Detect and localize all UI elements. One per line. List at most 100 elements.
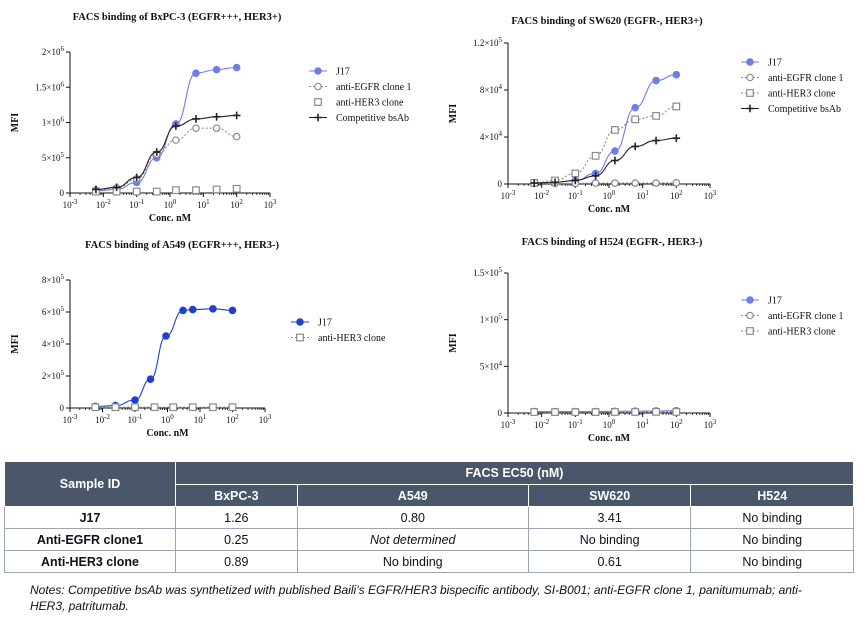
x-axis-label: Conc. nM <box>588 433 631 444</box>
data-point <box>571 176 580 185</box>
data-point <box>591 151 600 160</box>
x-tick-label: 10-2 <box>95 413 110 425</box>
y-tick-label: 6×105 <box>42 305 65 317</box>
legend-marker <box>314 113 322 122</box>
col-header-h524: H524 <box>690 484 854 507</box>
col-header-a549: A549 <box>296 484 529 507</box>
y-tick-label: 5×105 <box>42 151 65 163</box>
legend-label: anti-EGFR clone 1 <box>768 311 844 322</box>
x-tick-label: 10-3 <box>63 198 78 210</box>
legend-label: J17 <box>768 296 782 307</box>
data-point <box>672 102 681 111</box>
x-tick-label: 10-3 <box>501 418 516 430</box>
x-tick-label: 102 <box>230 198 243 210</box>
data-point <box>631 142 639 151</box>
data-point <box>172 136 180 144</box>
data-point <box>591 171 600 180</box>
series-4 <box>92 111 241 194</box>
legend-marker <box>314 67 322 75</box>
legend-label: J17 <box>768 58 782 69</box>
data-point <box>652 179 660 187</box>
data-point <box>92 185 100 194</box>
data-point <box>652 407 660 416</box>
x-tick-label: 101 <box>194 413 207 425</box>
x-tick-label: 101 <box>197 198 210 210</box>
data-point <box>232 132 241 141</box>
y-tick-label: 4×105 <box>42 337 65 349</box>
data-point <box>192 69 200 77</box>
legend: J17 anti-EGFR clone 1 anti-HER3 clone Compe… <box>309 67 412 124</box>
data-point <box>551 408 559 416</box>
series-line <box>534 105 677 184</box>
x-tick-label: 100 <box>603 189 616 201</box>
data-point <box>209 305 217 313</box>
chart-2: FACS binding of SW620 (EGFR-, HER3+) 10-3… <box>448 16 844 215</box>
y-tick-label: 1.5×106 <box>35 80 64 92</box>
data-point <box>152 187 161 196</box>
legend-label: anti-HER3 clone <box>768 89 836 100</box>
data-point <box>171 186 180 195</box>
table-cell: 0.61 <box>527 550 692 573</box>
data-point <box>631 103 639 112</box>
data-point <box>631 115 640 124</box>
table-cell: No binding <box>690 528 854 551</box>
legend-marker <box>314 98 322 106</box>
data-point <box>611 156 619 165</box>
x-tick-label: 102 <box>670 418 683 430</box>
x-tick-label: 10-2 <box>534 189 549 201</box>
data-point <box>212 124 221 132</box>
y-tick-label: 0 <box>60 188 65 198</box>
y-tick-label: 1×106 <box>42 116 65 128</box>
data-point <box>631 179 639 187</box>
x-tick-label: 10-3 <box>63 413 78 425</box>
data-point <box>212 65 221 74</box>
table-row: Anti-HER3 clone 0.89 No binding 0.61 No … <box>4 550 854 573</box>
data-point <box>530 179 538 187</box>
x-tick-label: 102 <box>670 189 683 201</box>
x-tick-label: 10-1 <box>129 198 144 210</box>
x-tick-label: 10-1 <box>568 189 583 201</box>
y-tick-label: 0 <box>498 179 503 189</box>
data-point <box>611 147 619 155</box>
chart-1: FACS binding of BxPC-3 (EGFR+++, HER3+) 1… <box>10 12 412 224</box>
data-point <box>150 403 159 412</box>
table-cell: No binding <box>296 550 529 573</box>
data-point <box>232 63 241 72</box>
table-cell: 0.89 <box>175 550 298 573</box>
legend-marker <box>746 311 754 320</box>
table-row: J17 1.26 0.80 3.41 No binding <box>4 506 854 529</box>
y-tick-label: 1.2×105 <box>473 36 502 48</box>
table-cell: No binding <box>527 528 692 551</box>
data-point <box>530 408 539 416</box>
legend-label: anti-HER3 clone <box>336 98 404 109</box>
data-point <box>652 111 660 120</box>
legend: J17 anti-HER3 clone <box>291 318 386 344</box>
chart-title: FACS binding of H524 (EGFR-, HER3-) <box>522 237 703 248</box>
legend-marker <box>746 104 754 113</box>
data-point <box>212 113 221 121</box>
y-axis-label: MFI <box>448 104 459 124</box>
y-tick-label: 8×104 <box>480 83 503 95</box>
data-point <box>611 408 619 416</box>
data-point <box>232 111 241 120</box>
x-axis-label: Conc. nM <box>149 213 192 224</box>
series-2 <box>91 403 237 412</box>
series-line <box>534 74 677 184</box>
data-point <box>131 403 139 412</box>
legend-marker <box>296 333 304 342</box>
table-cell: No binding <box>690 506 854 529</box>
data-point <box>192 124 200 132</box>
table-cell: 3.41 <box>527 506 692 529</box>
y-axis-label: MFI <box>10 113 21 133</box>
x-tick-label: 102 <box>226 413 239 425</box>
data-point <box>652 76 660 85</box>
legend-label: Competitive bsAb <box>768 104 841 115</box>
col-header-bxpc3: BxPC-3 <box>175 484 298 507</box>
data-point <box>672 179 681 187</box>
data-point <box>162 332 170 340</box>
series-line <box>95 308 233 407</box>
data-point <box>91 403 100 412</box>
data-point <box>228 306 237 315</box>
data-point <box>209 403 217 412</box>
y-tick-label: 4×104 <box>480 130 503 142</box>
